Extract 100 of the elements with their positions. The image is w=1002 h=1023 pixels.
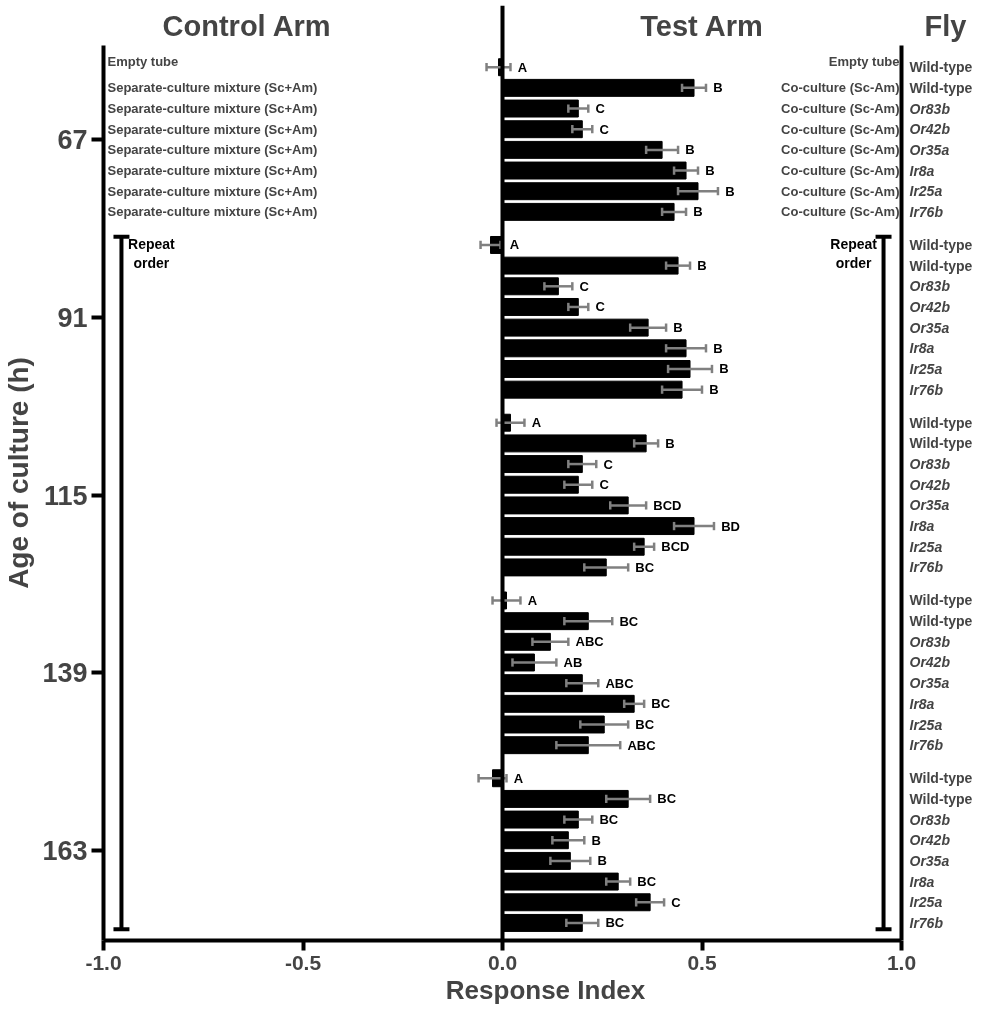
annotation: Co-culture (Sc-Am) bbox=[781, 163, 900, 179]
annotation: Separate-culture mixture (Sc+Am) bbox=[107, 80, 318, 96]
data-label: B bbox=[673, 320, 683, 336]
y-tick-label: Ir8a bbox=[909, 518, 935, 535]
y-tick-label: Ir76b bbox=[909, 381, 944, 398]
y-tick-label: Or42b bbox=[909, 654, 951, 671]
x-tick-label: 1.0 bbox=[886, 950, 917, 974]
x-tick-label: 0.5 bbox=[687, 950, 717, 974]
y-tick-label: Or42b bbox=[909, 476, 951, 493]
data-label: ABC bbox=[627, 737, 657, 753]
data-label: B bbox=[713, 80, 723, 96]
data-label: BC bbox=[635, 717, 655, 732]
x-tick-label: -0.5 bbox=[284, 950, 322, 974]
y-tick-label: Ir8a bbox=[909, 340, 935, 357]
data-label: BC bbox=[637, 874, 657, 890]
data-label: BCD bbox=[653, 497, 682, 513]
y-tick-label: Or42b bbox=[909, 832, 951, 849]
data-label: BCD bbox=[661, 539, 690, 555]
y-tick-label: Wild-type bbox=[909, 257, 973, 274]
y-tick-label: Or83b bbox=[909, 100, 951, 117]
y-tick-label: Wild-type bbox=[909, 79, 973, 96]
y-tick-label: Ir76b bbox=[909, 914, 944, 931]
y-tick-label: Ir25a bbox=[909, 183, 943, 200]
data-label: BD bbox=[721, 518, 740, 534]
data-label: ABC bbox=[575, 634, 605, 650]
y-tick-label: Or35a bbox=[909, 497, 950, 514]
data-label: BC bbox=[657, 791, 677, 807]
y-tick-label: Or35a bbox=[909, 852, 950, 869]
annotation: Co-culture (Sc-Am) bbox=[781, 121, 900, 137]
text: 67 bbox=[57, 125, 88, 156]
y-axis-title: Age of culture (h) bbox=[3, 357, 35, 589]
text: Test Arm bbox=[640, 9, 763, 42]
y-tick-label: Or35a bbox=[909, 319, 950, 336]
text: 139 bbox=[42, 658, 88, 689]
data-label: B bbox=[685, 142, 695, 158]
annotation: Separate-culture mixture (Sc+Am) bbox=[107, 101, 318, 117]
annotation: Separate-culture mixture (Sc+Am) bbox=[107, 163, 318, 179]
y-tick-label: Or42b bbox=[909, 298, 951, 315]
annotation: Separate-culture mixture (Sc+Am) bbox=[107, 183, 318, 199]
data-label: B bbox=[591, 832, 601, 848]
data-label: C bbox=[599, 121, 610, 137]
annotation: Co-culture (Sc-Am) bbox=[781, 101, 900, 117]
data-label: B bbox=[665, 435, 675, 451]
data-label: A bbox=[531, 415, 542, 431]
annotation: Separate-culture mixture (Sc+Am) bbox=[107, 204, 318, 220]
data-label: B bbox=[693, 204, 703, 220]
y-tick-label: Wild-type bbox=[909, 592, 973, 609]
text: 163 bbox=[42, 836, 88, 867]
y-tick-label: Wild-type bbox=[909, 59, 973, 76]
annotation: Empty tube bbox=[828, 53, 900, 69]
data-label: BC bbox=[635, 559, 655, 575]
data-label: B bbox=[705, 163, 715, 179]
data-label: BC bbox=[605, 915, 625, 931]
data-label: C bbox=[599, 477, 610, 493]
data-label: C bbox=[595, 101, 606, 117]
data-label: BC bbox=[599, 812, 619, 828]
y-tick-label: Ir25a bbox=[909, 716, 943, 733]
x-axis-title: Response Index bbox=[445, 974, 646, 1005]
text: Fly bbox=[924, 9, 967, 42]
y-tick-label: Wild-type bbox=[909, 770, 973, 787]
y-tick-label: Ir8a bbox=[909, 162, 935, 179]
y-tick-label: Or35a bbox=[909, 141, 950, 158]
y-tick-label: Or35a bbox=[909, 675, 950, 692]
data-label: B bbox=[709, 382, 719, 398]
data-label: B bbox=[725, 183, 735, 199]
y-tick-label: Or83b bbox=[909, 278, 951, 295]
annotation: Co-culture (Sc-Am) bbox=[781, 80, 900, 96]
data-label: B bbox=[597, 853, 607, 869]
y-tick-label: Wild-type bbox=[909, 435, 973, 452]
data-label: ABC bbox=[605, 675, 635, 691]
data-label: C bbox=[603, 456, 614, 472]
y-tick-label: Ir25a bbox=[909, 894, 943, 911]
y-tick-label: Wild-type bbox=[909, 613, 973, 630]
y-tick-label: Ir25a bbox=[909, 360, 943, 377]
annotation: Co-culture (Sc-Am) bbox=[781, 183, 900, 199]
annotation: Separate-culture mixture (Sc+Am) bbox=[107, 142, 318, 158]
y-tick-label: Ir76b bbox=[909, 203, 944, 220]
data-label: A bbox=[513, 770, 524, 786]
x-tick-label: 0.0 bbox=[487, 950, 518, 974]
data-label: B bbox=[719, 361, 729, 377]
annotation: Empty tube bbox=[107, 53, 179, 69]
text: 115 bbox=[43, 480, 88, 511]
data-label: AB bbox=[563, 654, 583, 670]
data-label: A bbox=[527, 592, 538, 608]
y-tick-label: Or83b bbox=[909, 633, 951, 650]
data-label: C bbox=[595, 299, 606, 315]
y-tick-label: Ir25a bbox=[909, 538, 943, 555]
y-tick-label: Wild-type bbox=[909, 790, 973, 807]
data-label: C bbox=[671, 894, 682, 910]
annotation: Separate-culture mixture (Sc+Am) bbox=[107, 121, 318, 137]
data-label: A bbox=[509, 237, 520, 253]
y-tick-label: Or83b bbox=[909, 811, 951, 828]
text: 91 bbox=[57, 302, 88, 333]
y-tick-label: Ir76b bbox=[909, 737, 944, 754]
y-tick-label: Or42b bbox=[909, 121, 951, 138]
annotation: Co-culture (Sc-Am) bbox=[781, 204, 900, 220]
data-label: A bbox=[517, 59, 528, 75]
data-label: B bbox=[713, 340, 723, 356]
y-tick-label: Ir76b bbox=[909, 559, 944, 576]
data-label: B bbox=[697, 258, 707, 274]
